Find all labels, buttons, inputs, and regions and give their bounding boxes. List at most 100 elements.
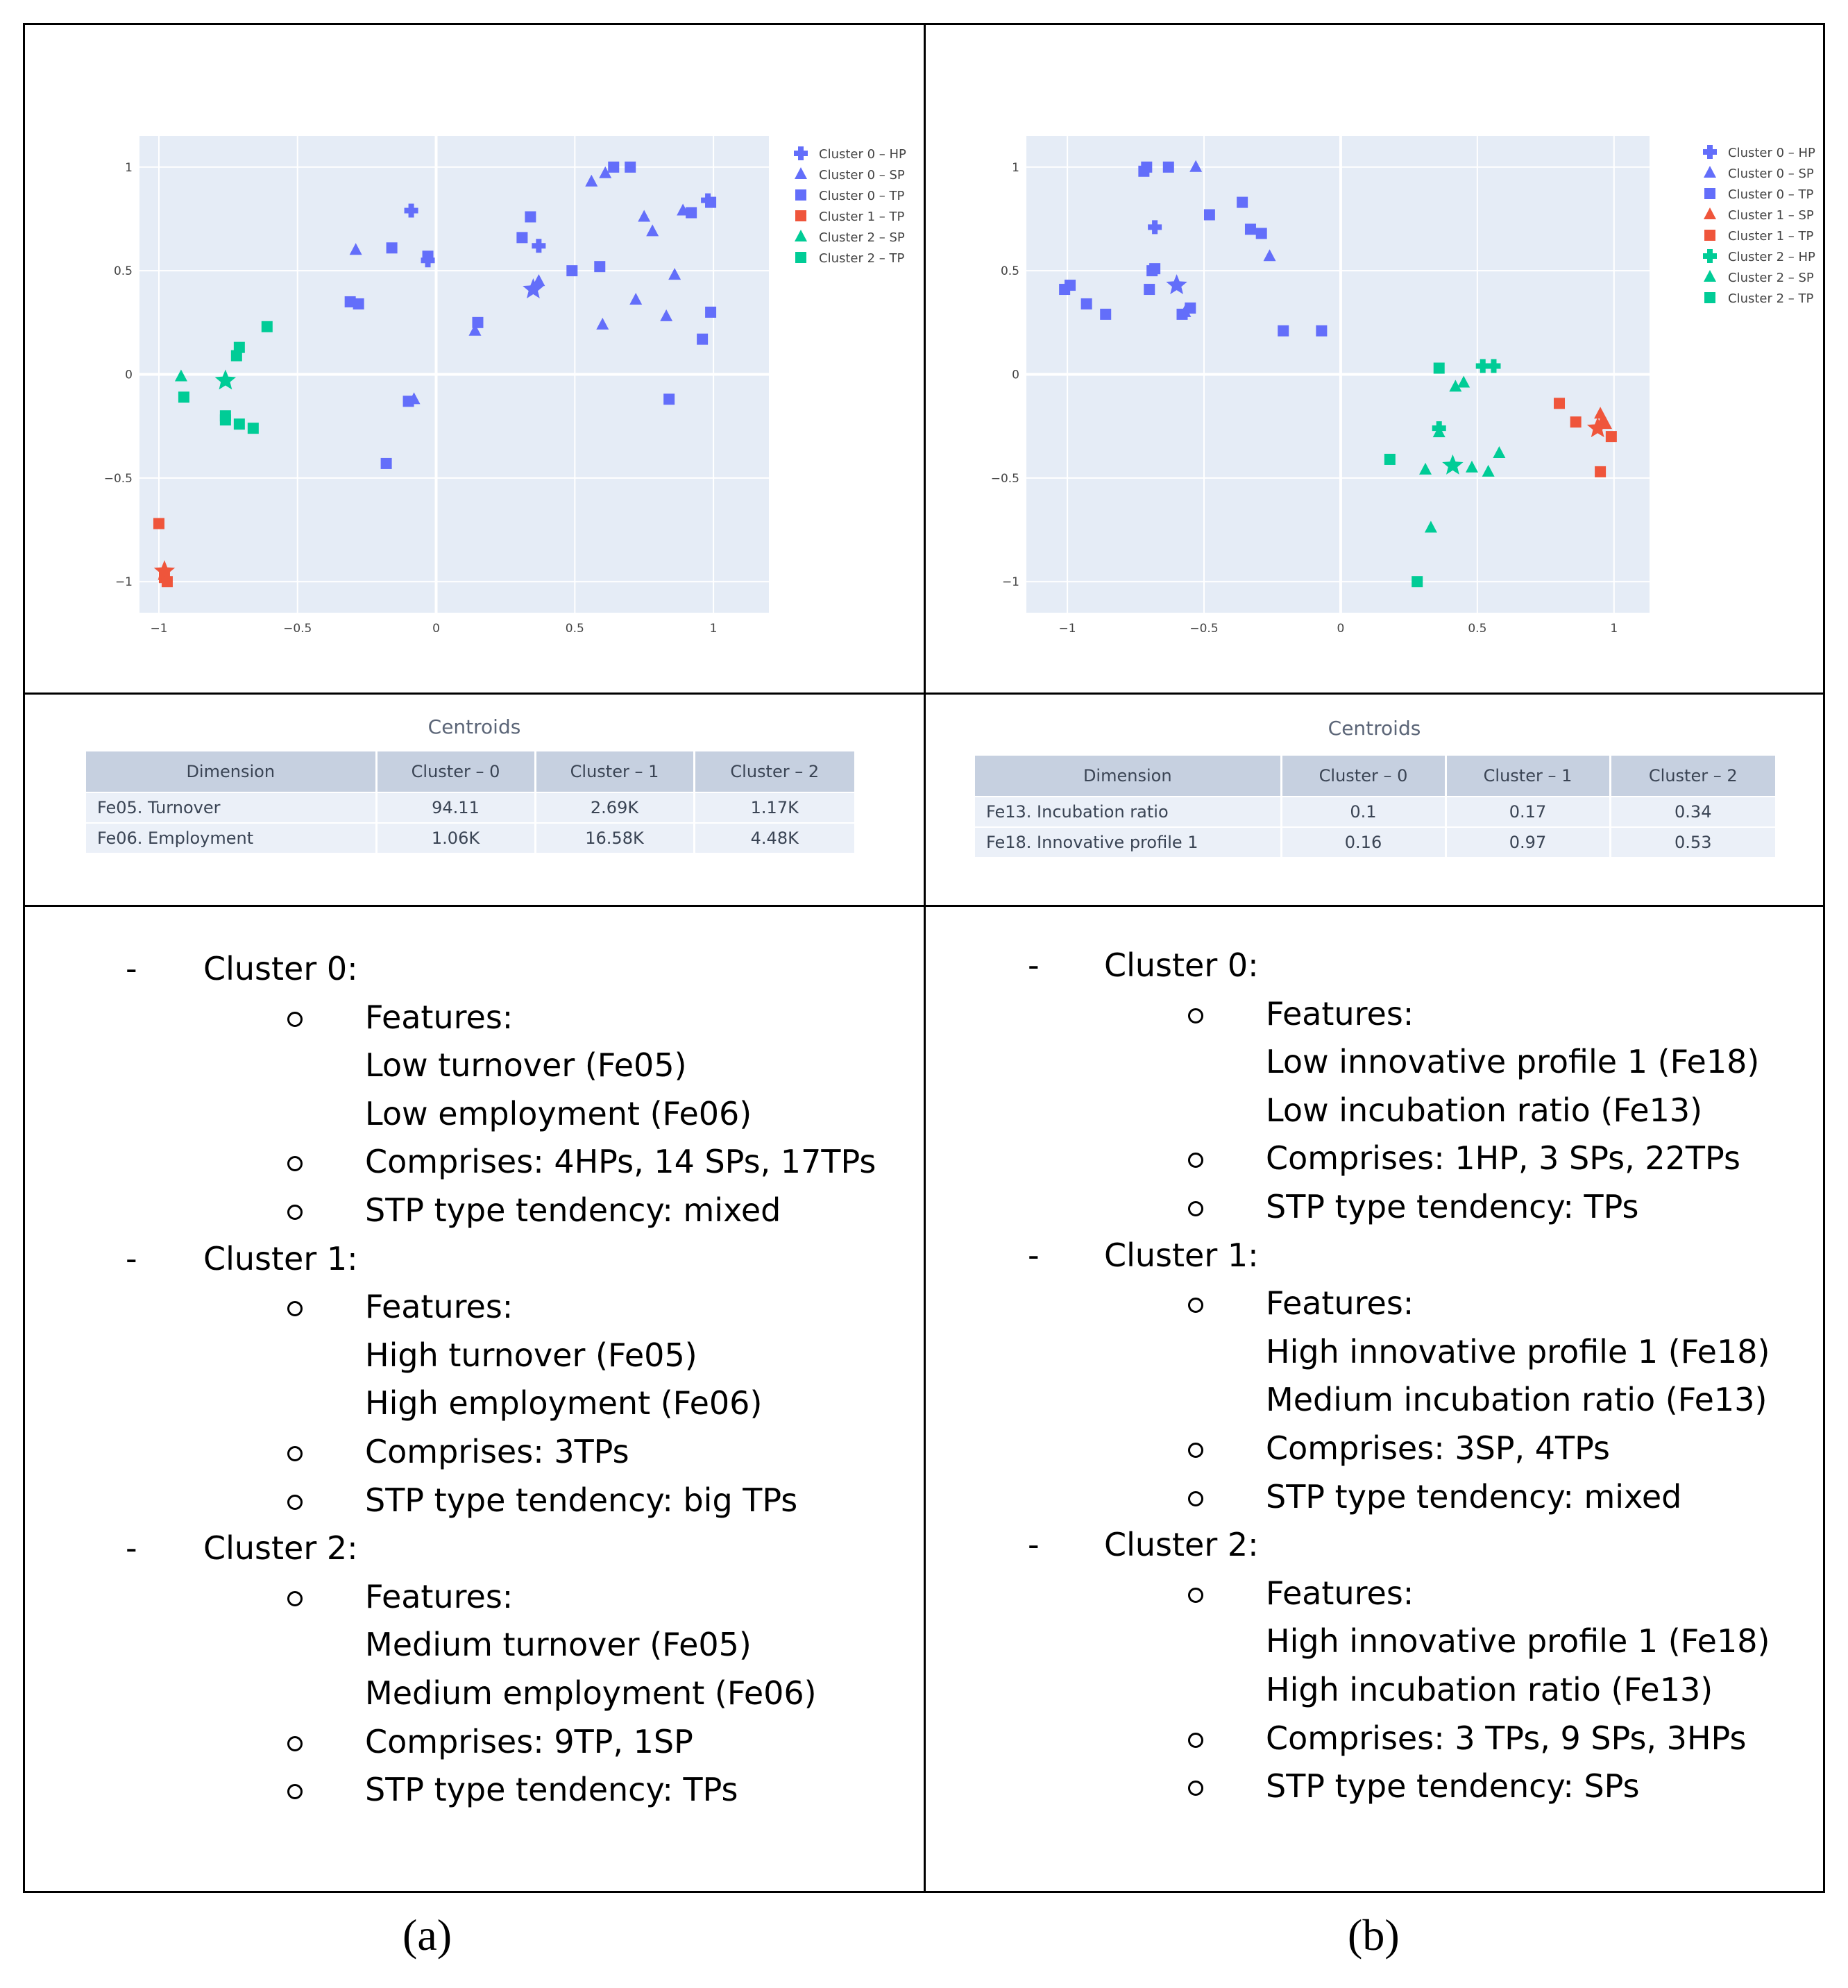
x-tick-label: 1 [710, 622, 718, 636]
legend-marker [1703, 249, 1717, 263]
description-item: Features: [365, 1577, 514, 1615]
x-tick-label: −1 [150, 622, 167, 636]
circle-bullet [1188, 1008, 1203, 1023]
data-point [638, 210, 651, 222]
column-divider [924, 25, 926, 1891]
data-point [585, 174, 598, 187]
data-point [1141, 161, 1153, 173]
legend-label: Cluster 1 – SP [1728, 208, 1814, 223]
data-point [566, 265, 578, 277]
table-cell: 0.53 [1610, 826, 1775, 857]
data-point [1149, 263, 1161, 275]
table-row: Fe13. Incubation ratio 0.1 0.17 0.34 [975, 796, 1775, 827]
description-item: High employment (Fe06) [365, 1384, 763, 1422]
data-point [663, 393, 675, 405]
chart-cell-b: −1 −0.5 0 0.5 1 −1 −0.5 0 0.5 1 Cluster 0 – HP Clus… [926, 25, 1823, 693]
dash-bullet: - [126, 1529, 137, 1568]
data-point [660, 309, 673, 321]
centroids-table-a: Dimension Cluster – 0 Cluster – 1 Cluster –… [86, 751, 854, 853]
column-header: Cluster – 1 [535, 751, 695, 792]
circle-bullet [1188, 1587, 1203, 1603]
x-tick-label: −0.5 [1189, 622, 1218, 636]
dash-bullet: - [126, 950, 137, 987]
x-tick-label: 0 [432, 622, 440, 636]
y-tick-label: 0 [125, 368, 133, 382]
column-header: Cluster – 2 [1610, 756, 1775, 797]
data-point [1185, 302, 1196, 314]
circle-bullet [287, 1494, 303, 1510]
data-point [686, 207, 697, 219]
data-point [261, 321, 273, 332]
data-point [625, 161, 636, 173]
x-tick-label: 0 [1337, 622, 1345, 636]
legend-label: Cluster 2 – TP [819, 251, 905, 266]
legend-label: Cluster 2 – TP [1728, 291, 1814, 306]
data-point [532, 239, 546, 253]
table-cell: 94.11 [376, 792, 536, 823]
data-point [1486, 359, 1501, 373]
data-point [532, 274, 545, 287]
data-point [219, 414, 231, 426]
scatter-chart-b: −1 −0.5 0 0.5 1 −1 −0.5 0 0.5 1 Cluster 0 – HP Clus… [991, 136, 1815, 636]
data-point [629, 292, 643, 305]
column-header: Cluster – 1 [1446, 756, 1611, 797]
centroid-star [1442, 454, 1464, 475]
cluster-heading: Cluster 2: [1104, 1526, 1259, 1564]
x-tick-label: 1 [1610, 622, 1618, 636]
description-item: Low innovative profile 1 (Fe18) [1266, 1043, 1760, 1081]
data-point [668, 268, 681, 280]
data-point [1203, 209, 1215, 221]
description-item: Medium incubation ratio (Fe13) [1266, 1381, 1768, 1419]
legend-label: Cluster 0 – SP [1728, 167, 1814, 181]
table-cell: 16.58K [535, 822, 695, 853]
data-point [1424, 520, 1437, 533]
description-item: Medium turnover (Fe05) [365, 1626, 752, 1664]
description-item: High incubation ratio (Fe13) [1266, 1671, 1713, 1708]
column-header: Cluster – 0 [376, 751, 536, 792]
description-item: Features: [1266, 1284, 1414, 1323]
description-item: Comprises: 3SP, 4TPs [1266, 1429, 1611, 1467]
description-item: High turnover (Fe05) [365, 1336, 697, 1374]
legend-label: Cluster 2 – SP [1728, 271, 1814, 285]
circle-bullet [287, 1735, 303, 1751]
table-cell: 2.69K [535, 792, 695, 823]
data-point [233, 341, 245, 353]
circle-bullet [1188, 1153, 1203, 1169]
data-point [705, 196, 717, 208]
chart-cell-a: −1 −0.5 0 0.5 1 −1 −0.5 0 0.5 1 Cluster 0 – HP Clus… [25, 25, 924, 693]
column-header: Cluster – 2 [694, 751, 854, 792]
data-point [594, 261, 606, 273]
circle-bullet [1188, 1298, 1203, 1314]
dash-bullet: - [1028, 1236, 1040, 1274]
panel-label-b: (b) [1348, 1910, 1400, 1960]
data-point [1100, 308, 1112, 320]
x-tick-label: −1 [1059, 622, 1076, 636]
data-point [386, 242, 398, 254]
table-row: Fe06. Employment 1.06K 16.58K 4.48K [86, 822, 854, 853]
legend-label: Cluster 0 – TP [819, 189, 905, 203]
description-item: Low employment (Fe06) [365, 1094, 752, 1132]
legend-label: Cluster 1 – TP [819, 210, 905, 224]
data-point [1475, 359, 1490, 373]
legend-marker [1704, 270, 1716, 282]
dash-bullet: - [1028, 946, 1040, 984]
data-point [1148, 220, 1162, 235]
circle-bullet [1188, 1201, 1203, 1216]
table-cell: 0.34 [1610, 796, 1775, 827]
table-cell: Fe13. Incubation ratio [975, 796, 1282, 827]
data-point [472, 316, 484, 328]
column-header: Dimension [975, 756, 1282, 797]
centroids-title-a: Centroids [427, 715, 521, 738]
description-item: STP type tendency: big TPs [365, 1481, 798, 1519]
table-row: Fe18. Innovative profile 1 0.16 0.97 0.53 [975, 826, 1775, 857]
centroid-star [153, 560, 176, 581]
circle-bullet [287, 1301, 303, 1317]
data-point [608, 161, 620, 173]
description-item: Comprises: 3 TPs, 9 SPs, 3HPs [1266, 1719, 1747, 1757]
data-point [1384, 453, 1396, 465]
y-tick-label: 0 [1012, 368, 1019, 382]
table-cell: Fe05. Turnover [86, 792, 378, 823]
cluster-heading: Cluster 0: [1104, 946, 1259, 984]
legend-label: Cluster 0 – SP [819, 168, 905, 182]
circle-bullet [287, 1590, 303, 1606]
